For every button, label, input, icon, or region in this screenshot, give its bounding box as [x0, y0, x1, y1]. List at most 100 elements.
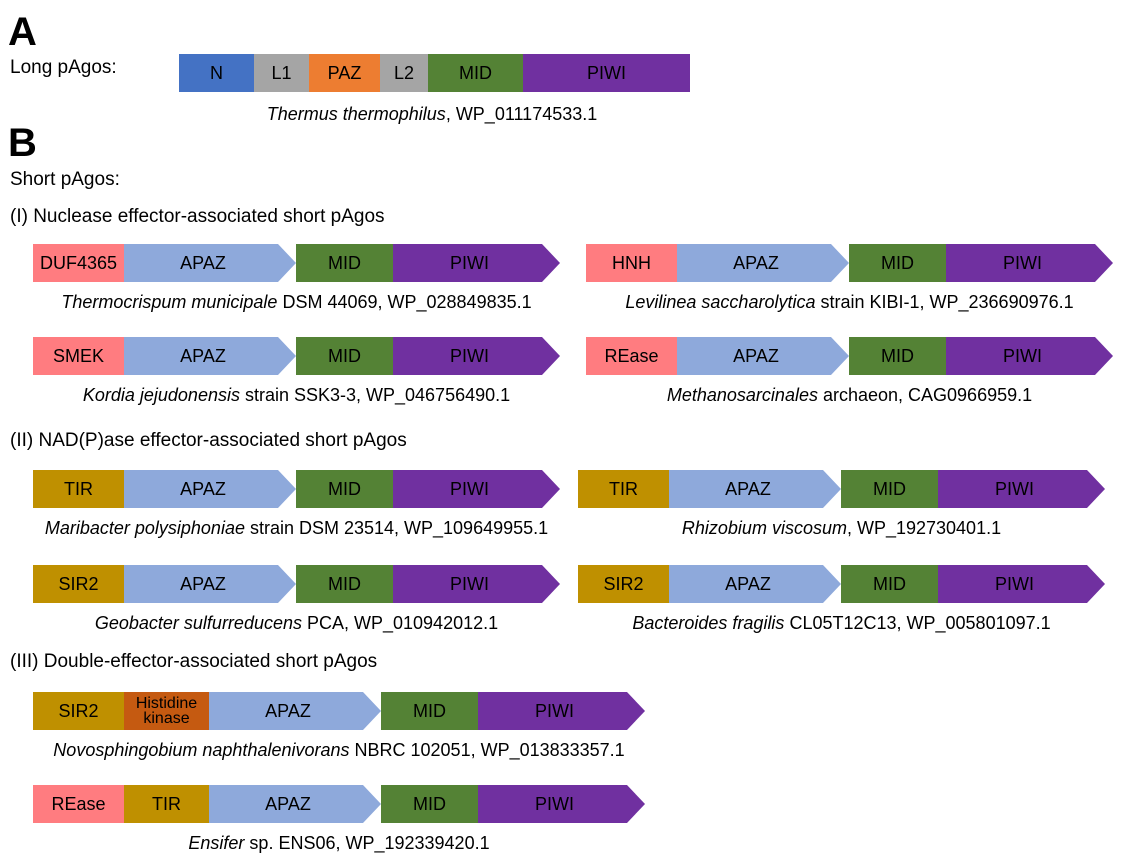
domain-mid: MID [841, 470, 938, 508]
domain-piwi: PIWI [393, 337, 560, 375]
species-name: Levilinea saccharolytica [625, 292, 816, 312]
domain-apaz: APAZ [124, 470, 296, 508]
domain-mid: MID [849, 337, 946, 375]
domain-apaz: APAZ [669, 565, 841, 603]
domain-apaz: APAZ [124, 244, 296, 282]
domain-rease: REase [586, 337, 677, 375]
group-title-nuclease: (I) Nuclease effector-associated short p… [10, 206, 385, 227]
domain-rease: REase [33, 785, 124, 823]
short-pago-construct: DUF4365 APAZ MID PIWI [33, 244, 560, 282]
construct-caption: Rhizobium viscosum, WP_192730401.1 [682, 519, 1001, 537]
domain-apaz: APAZ [124, 565, 296, 603]
species-name: Geobacter sulfurreducens [94, 613, 302, 633]
construct-caption: Maribacter polysiphoniae strain DSM 2351… [45, 519, 548, 537]
species-name: Rhizobium viscosum [681, 518, 847, 538]
domain-piwi: PIWI [946, 337, 1113, 375]
species-name: Thermus thermophilus [266, 104, 446, 124]
domain-mid: MID [296, 337, 393, 375]
construct-caption: Ensifer sp. ENS06, WP_192339420.1 [188, 834, 489, 852]
domain-mid: MID [296, 244, 393, 282]
strain-accession: strain KIBI-1, WP_236690976.1 [815, 292, 1074, 312]
domain-mid: MID [296, 565, 393, 603]
construct-caption: Geobacter sulfurreducens PCA, WP_0109420… [95, 614, 498, 632]
strain-accession: DSM 44069, WP_028849835.1 [277, 292, 532, 312]
species-name: Bacteroides fragilis [632, 613, 785, 633]
construct-caption: Thermocrispum municipale DSM 44069, WP_0… [61, 293, 531, 311]
strain-accession: strain DSM 23514, WP_109649955.1 [244, 518, 549, 538]
short-pago-construct: SIR2 APAZ MID PIWI [33, 565, 560, 603]
domain-piwi: PIWI [523, 54, 690, 92]
domain-piwi: PIWI [393, 565, 560, 603]
species-name: Maribacter polysiphoniae [44, 518, 245, 538]
strain-accession: sp. ENS06, WP_192339420.1 [244, 833, 490, 853]
strain-accession: strain SSK3-3, WP_046756490.1 [239, 385, 511, 405]
domain-tir: TIR [33, 470, 124, 508]
short-pago-construct: TIR APAZ MID PIWI [578, 470, 1105, 508]
domain-apaz: APAZ [209, 692, 381, 730]
species-name: Ensifer [188, 833, 245, 853]
domain-apaz: APAZ [677, 337, 849, 375]
strain-accession: PCA, WP_010942012.1 [301, 613, 499, 633]
domain-mid: MID [849, 244, 946, 282]
domain-mid: MID [296, 470, 393, 508]
short-pago-construct: SIR2 APAZ MID PIWI [578, 565, 1105, 603]
panel-a-letter: A [8, 10, 37, 54]
domain-hnh: HNH [586, 244, 677, 282]
domain-mid: MID [381, 692, 478, 730]
short-pago-construct: REase APAZ MID PIWI [586, 337, 1113, 375]
domain-piwi: PIWI [478, 785, 645, 823]
short-pago-construct: TIR APAZ MID PIWI [33, 470, 560, 508]
construct-caption: Bacteroides fragilis CL05T12C13, WP_0058… [632, 614, 1050, 632]
construct-caption: Kordia jejudonensis strain SSK3-3, WP_04… [83, 386, 510, 404]
domain-mid: MID [428, 54, 523, 92]
domain-piwi: PIWI [393, 470, 560, 508]
panel-b-letter: B [8, 121, 37, 165]
domain-piwi: PIWI [946, 244, 1113, 282]
species-name: Kordia jejudonensis [82, 385, 240, 405]
domain-piwi: PIWI [393, 244, 560, 282]
long-pago-construct: N L1 PAZ L2 MID PIWI [179, 54, 690, 92]
domain-sir2: SIR2 [578, 565, 669, 603]
strain-accession: NBRC 102051, WP_013833357.1 [349, 740, 625, 760]
short-pago-construct: REase TIR APAZ MID PIWI [33, 785, 645, 823]
domain-paz: PAZ [309, 54, 380, 92]
group-title-double: (III) Double-effector-associated short p… [10, 651, 378, 672]
short-pago-construct: SMEK APAZ MID PIWI [33, 337, 560, 375]
domain-apaz: APAZ [124, 337, 296, 375]
domain-sir2: SIR2 [33, 692, 124, 730]
long-pagos-title: Long pAgos: [10, 57, 117, 78]
construct-caption: Levilinea saccharolytica strain KIBI-1, … [625, 293, 1073, 311]
domain-l1: L1 [254, 54, 309, 92]
construct-caption: Methanosarcinales archaeon, CAG0966959.1 [667, 386, 1032, 404]
strain-accession: , WP_192730401.1 [846, 518, 1002, 538]
domain-tir: TIR [578, 470, 669, 508]
domain-n: N [179, 54, 254, 92]
group-title-nadase: (II) NAD(P)ase effector-associated short… [10, 430, 407, 451]
species-name: Novosphingobium naphthalenivorans [53, 740, 350, 760]
domain-sir2: SIR2 [33, 565, 124, 603]
domain-piwi: PIWI [478, 692, 645, 730]
strain-accession: CL05T12C13, WP_005801097.1 [784, 613, 1051, 633]
strain-accession: archaeon, CAG0966959.1 [817, 385, 1033, 405]
domain-l2: L2 [380, 54, 428, 92]
domain-histidine-kinase: Histidine kinase [124, 692, 209, 730]
species-name: Methanosarcinales [666, 385, 818, 405]
strain-accession: , WP_011174533.1 [445, 104, 598, 124]
domain-mid: MID [381, 785, 478, 823]
domain-smek: SMEK [33, 337, 124, 375]
domain-duf4365: DUF4365 [33, 244, 124, 282]
domain-piwi: PIWI [938, 565, 1105, 603]
construct-caption: Novosphingobium naphthalenivorans NBRC 1… [53, 741, 624, 759]
short-pagos-title: Short pAgos: [10, 169, 120, 190]
species-name: Thermocrispum municipale [61, 292, 278, 312]
domain-tir: TIR [124, 785, 209, 823]
short-pago-construct: SIR2 Histidine kinase APAZ MID PIWI [33, 692, 645, 730]
short-pago-construct: HNH APAZ MID PIWI [586, 244, 1113, 282]
domain-apaz: APAZ [677, 244, 849, 282]
construct-caption: Thermus thermophilus, WP_011174533.1 [267, 105, 598, 123]
domain-mid: MID [841, 565, 938, 603]
domain-piwi: PIWI [938, 470, 1105, 508]
domain-apaz: APAZ [669, 470, 841, 508]
domain-apaz: APAZ [209, 785, 381, 823]
